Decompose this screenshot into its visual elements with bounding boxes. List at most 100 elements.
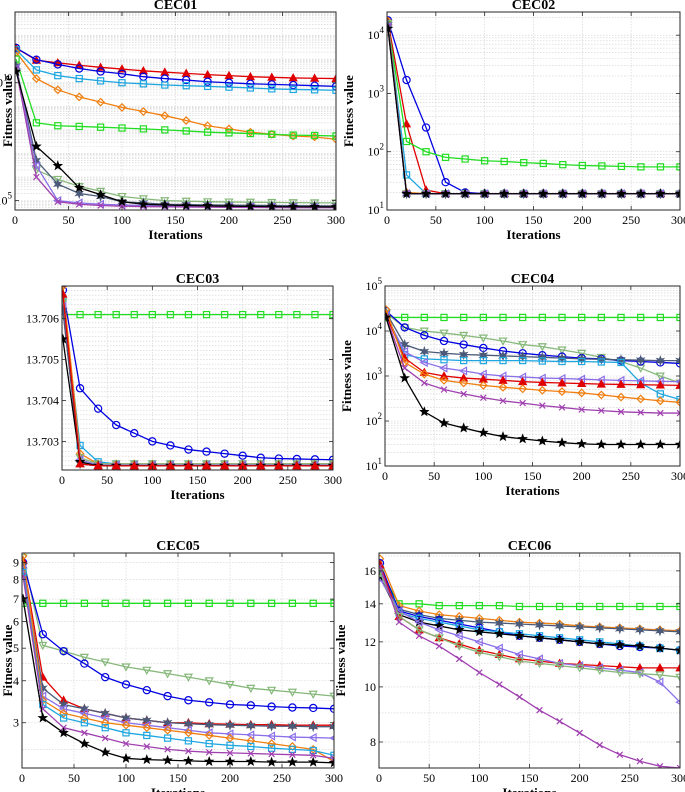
data-point: [575, 664, 585, 673]
data-point: [54, 122, 62, 130]
data-point: [185, 747, 192, 755]
data-point: [332, 132, 336, 140]
data-point: [309, 199, 320, 208]
data-point: [165, 461, 176, 470]
data-point: [635, 670, 645, 679]
data-point: [676, 764, 680, 768]
data-point: [422, 148, 430, 156]
data-point: [76, 310, 84, 319]
y-tick-label: 103: [368, 83, 385, 100]
data-point: [555, 602, 564, 611]
data-point: [539, 402, 546, 409]
data-point: [59, 708, 69, 718]
data-point: [204, 730, 214, 740]
data-point: [75, 122, 83, 131]
data-point: [499, 313, 507, 322]
data-point: [676, 163, 680, 171]
data-point: [459, 331, 469, 341]
data-point: [674, 438, 680, 450]
data-point: [655, 188, 666, 199]
data-point: [598, 407, 605, 414]
data-point: [118, 124, 126, 132]
data-point: [117, 192, 127, 202]
data-point: [614, 639, 626, 650]
data-point: [266, 686, 277, 696]
data-point: [204, 677, 214, 686]
series-black: [385, 311, 680, 450]
series-group: [379, 554, 680, 768]
data-point: [122, 599, 130, 607]
data-point: [39, 599, 47, 607]
data-point: [538, 188, 549, 199]
data-point: [637, 409, 644, 416]
y-axis-label: Fitness value: [0, 75, 15, 147]
data-point: [184, 445, 193, 454]
data-point: [267, 72, 277, 81]
data-point: [595, 666, 605, 676]
data-point: [266, 720, 277, 732]
x-tick-label: 200: [573, 469, 591, 483]
data-point: [675, 359, 680, 368]
data-point: [95, 189, 106, 200]
data-point: [479, 188, 490, 199]
data-point: [500, 157, 508, 166]
x-tick-label: 300: [324, 473, 342, 487]
data-point: [615, 438, 627, 450]
data-point: [101, 734, 109, 742]
data-point: [96, 97, 106, 107]
series-line-orange: [385, 309, 680, 403]
data-point: [95, 187, 106, 197]
data-point: [537, 377, 547, 386]
series-line-red: [385, 314, 680, 386]
series-purple: [379, 562, 680, 768]
data-point: [498, 382, 508, 392]
y-tick-label: 8: [13, 573, 19, 587]
data-point: [287, 732, 296, 742]
data-point: [184, 737, 193, 745]
y-tick-label: 13.705: [26, 353, 59, 367]
data-point: [22, 553, 28, 561]
data-point: [439, 347, 449, 359]
data-point: [202, 310, 211, 319]
data-point: [142, 723, 152, 733]
series-sage: [22, 554, 334, 701]
data-point: [497, 431, 509, 442]
data-point: [636, 379, 646, 389]
data-point: [534, 632, 545, 643]
x-tick-label: 50: [63, 213, 75, 227]
data-point: [596, 439, 607, 450]
series-green: [22, 599, 334, 607]
data-point: [387, 23, 394, 34]
data-point: [122, 740, 130, 747]
data-point: [414, 617, 423, 627]
data-point: [225, 83, 233, 91]
data-point: [289, 80, 298, 90]
data-point: [635, 188, 647, 199]
x-tick-label: 150: [524, 469, 542, 483]
data-point: [656, 163, 665, 171]
x-tick-label: 250: [622, 469, 640, 483]
data-point: [454, 624, 465, 635]
series-line-blue: [22, 562, 334, 710]
data-point: [616, 379, 626, 388]
data-point: [111, 461, 121, 470]
data-point: [399, 346, 409, 357]
data-point: [247, 750, 255, 757]
data-point: [247, 742, 255, 751]
data-point: [161, 126, 169, 134]
data-point: [402, 137, 411, 146]
data-point: [596, 741, 604, 749]
data-point: [478, 334, 488, 343]
x-tick-label: 300: [325, 771, 343, 785]
data-point: [655, 663, 665, 672]
data-point: [246, 684, 256, 694]
data-point: [142, 685, 151, 695]
data-point: [576, 602, 584, 611]
x-tick-label: 50: [68, 771, 80, 785]
data-point: [578, 161, 586, 170]
data-point: [402, 171, 411, 179]
data-point: [518, 341, 528, 350]
data-point: [520, 158, 528, 167]
data-point: [517, 350, 528, 363]
y-tick-label: 16: [364, 564, 376, 578]
